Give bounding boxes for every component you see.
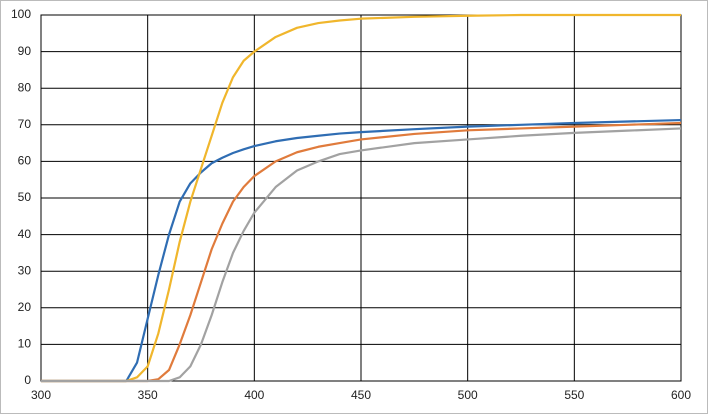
y-tick-label: 10 xyxy=(18,337,32,351)
x-tick-label: 500 xyxy=(458,388,478,402)
x-tick-label: 300 xyxy=(31,388,51,402)
y-tick-label: 70 xyxy=(18,117,32,131)
y-tick-label: 60 xyxy=(18,154,32,168)
y-tick-label: 80 xyxy=(18,80,32,94)
series-line xyxy=(41,127,682,383)
series-line xyxy=(41,118,682,383)
x-tick-label: 550 xyxy=(564,388,584,402)
y-tick-label: 90 xyxy=(18,44,32,58)
y-tick-label: 20 xyxy=(18,300,32,314)
x-tick-label: 450 xyxy=(351,388,371,402)
y-tick-label: 0 xyxy=(24,373,31,387)
x-tick-label: 600 xyxy=(671,388,691,402)
y-tick-label: 100 xyxy=(11,7,31,21)
y-tick-label: 50 xyxy=(18,190,32,204)
series-line xyxy=(41,13,681,383)
y-tick-label: 40 xyxy=(18,227,32,241)
y-tick-label: 30 xyxy=(18,263,32,277)
x-tick-label: 350 xyxy=(138,388,158,402)
x-tick-label: 400 xyxy=(244,388,264,402)
